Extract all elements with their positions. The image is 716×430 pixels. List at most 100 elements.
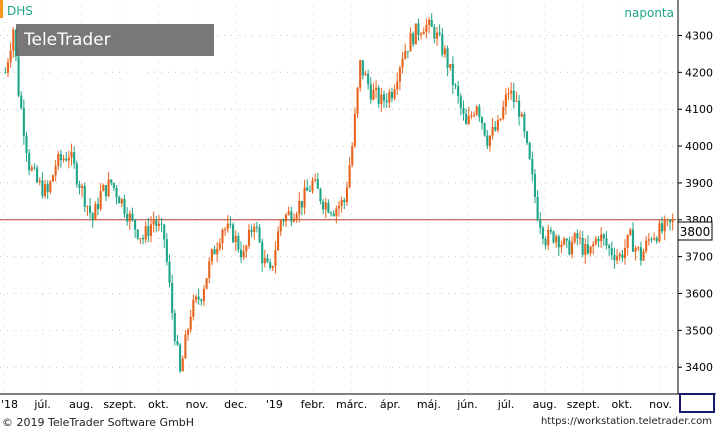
candle-body	[584, 244, 587, 255]
watermark-logo: TeleTrader WorkStation	[16, 24, 214, 82]
candle-body	[613, 254, 616, 261]
candle-body	[192, 299, 195, 317]
candle-body	[33, 167, 36, 169]
x-tick-label: aug.	[533, 398, 557, 411]
last-value-label: 3800	[680, 225, 711, 239]
candle-body	[610, 248, 613, 255]
candle-body	[568, 240, 571, 255]
candle-body	[168, 261, 171, 283]
candle-body	[327, 202, 330, 213]
candle-body	[629, 229, 632, 235]
candle-body	[594, 238, 597, 245]
candle-body	[213, 249, 216, 255]
candle-body	[533, 174, 537, 197]
candle-body	[141, 238, 145, 240]
candle-body	[86, 206, 89, 208]
candle-body	[427, 19, 431, 26]
candle-body	[592, 244, 595, 247]
candle-body	[504, 94, 507, 107]
candle-body	[303, 187, 306, 208]
candle-body	[637, 247, 640, 249]
candle-body	[186, 329, 190, 335]
candle-body	[329, 212, 333, 214]
candle-body	[520, 114, 523, 117]
candle-body	[634, 247, 637, 252]
candle-body	[557, 236, 560, 248]
candle-body	[335, 208, 338, 216]
footer-url[interactable]: https://workstation.teletrader.com	[540, 416, 712, 427]
candle-body	[22, 108, 25, 136]
candle-body	[361, 60, 364, 76]
candle-body	[171, 282, 174, 313]
candle-body	[234, 235, 237, 243]
candle-body	[147, 226, 150, 236]
candle-body	[414, 23, 417, 45]
x-tick-label: nov.	[186, 398, 209, 411]
candle-body	[602, 234, 605, 239]
candle-body	[81, 185, 84, 189]
candle-body	[176, 341, 179, 345]
candle-body	[277, 231, 280, 251]
candle-body	[181, 358, 184, 372]
candle-body	[134, 219, 137, 230]
candle-body	[525, 131, 529, 143]
candle-body	[343, 200, 346, 202]
x-tick-label: máj.	[417, 398, 441, 411]
candle-body	[75, 163, 78, 185]
x-tick-label: okt.	[148, 398, 169, 411]
candle-body	[465, 113, 468, 125]
candle-body	[430, 19, 433, 27]
candle-body	[6, 62, 10, 73]
candle-body	[266, 258, 269, 263]
candle-body	[457, 85, 460, 97]
candle-body	[282, 220, 285, 222]
candle-body	[173, 312, 176, 342]
candle-body	[157, 223, 160, 226]
candle-body	[655, 238, 658, 242]
candle-body	[284, 214, 288, 222]
y-tick-label: 3900	[685, 177, 713, 190]
candle-body	[226, 223, 229, 230]
candle-body	[43, 184, 47, 197]
candle-body	[623, 247, 627, 259]
candle-body	[528, 142, 531, 159]
y-tick-label: 3600	[685, 287, 713, 300]
candle-body	[279, 220, 282, 232]
candle-body	[510, 90, 513, 94]
candle-body	[388, 91, 391, 103]
candle-body	[544, 238, 547, 246]
candle-body	[446, 48, 449, 68]
candle-body	[94, 203, 97, 221]
candle-body	[4, 72, 7, 74]
candle-body	[258, 227, 261, 243]
candle-body	[512, 90, 515, 102]
candle-body	[539, 219, 542, 228]
candle-body	[502, 106, 505, 119]
scroll-box[interactable]	[679, 393, 715, 413]
candle-body	[287, 211, 290, 215]
candle-body	[261, 242, 264, 264]
candle-body	[412, 33, 415, 45]
candle-body	[647, 239, 650, 241]
candle-body	[271, 265, 274, 268]
candle-body	[549, 229, 552, 232]
candle-body	[639, 247, 642, 261]
candle-body	[518, 100, 521, 117]
candle-body	[104, 185, 108, 197]
candle-body	[616, 256, 619, 261]
candle-body	[250, 229, 253, 233]
candle-body	[14, 29, 17, 57]
candle-body	[348, 165, 351, 188]
candle-body	[102, 185, 105, 192]
candle-body	[131, 213, 134, 220]
x-tick-label: '18	[1, 398, 18, 411]
candle-body	[110, 179, 113, 184]
candle-body	[165, 239, 168, 262]
candle-body	[406, 51, 409, 53]
candle-body	[475, 106, 478, 115]
y-tick-label: 3500	[685, 324, 713, 337]
candle-body	[393, 89, 396, 99]
candle-body	[661, 223, 664, 232]
x-tick-label: '19	[266, 398, 283, 411]
period-label: naponta	[624, 6, 674, 20]
